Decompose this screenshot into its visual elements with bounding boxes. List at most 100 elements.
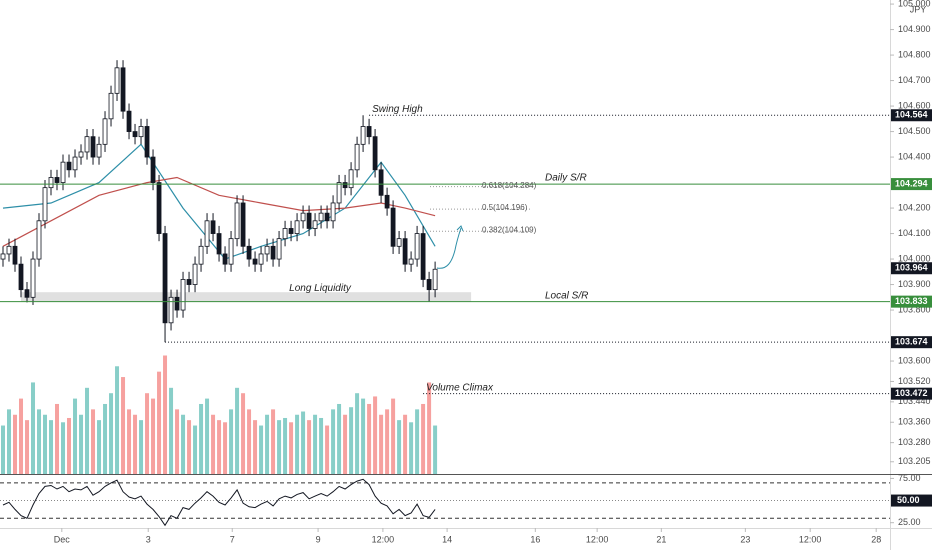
y-tick-label: 104.800 — [898, 49, 931, 59]
candle-body — [84, 136, 90, 153]
candle-body — [360, 126, 366, 145]
x-tick-label: 9 — [316, 534, 321, 544]
candle-body — [132, 131, 138, 138]
volume-bar — [229, 409, 234, 474]
candle-body — [174, 296, 180, 311]
rsi-label-box — [891, 494, 932, 507]
zone-label: Long Liquidity — [289, 283, 352, 294]
volume-bar — [277, 420, 282, 474]
candle-body — [258, 253, 264, 265]
candle-body — [204, 220, 210, 247]
volume-bar — [55, 403, 60, 474]
candle-body — [336, 182, 342, 204]
x-tick-label: 7 — [230, 534, 235, 544]
volume-bar — [133, 414, 138, 474]
volume-bar — [79, 414, 84, 474]
volume-bar — [241, 393, 246, 474]
y-tick-label: 103.800 — [898, 304, 931, 314]
candle-body — [66, 161, 72, 171]
candle-body — [276, 238, 282, 260]
volume-bar — [157, 371, 162, 474]
candle-body — [282, 228, 288, 240]
x-tick-label: 14 — [442, 534, 452, 544]
price-label: 104.564 — [895, 110, 928, 120]
volume-bar — [19, 398, 24, 474]
y-tick-label: 104.900 — [898, 24, 931, 34]
volume-bar — [145, 393, 150, 474]
x-tick-label: 23 — [740, 534, 750, 544]
volume-bar — [31, 382, 36, 474]
candle-body — [264, 245, 270, 255]
volume-bar — [427, 382, 432, 474]
volume-bar — [289, 422, 294, 474]
y-tick-label: 104.400 — [898, 151, 931, 161]
price-label: 104.294 — [895, 178, 928, 188]
price-label: 103.472 — [895, 388, 928, 398]
candle-body — [186, 279, 192, 285]
volume-bar — [115, 366, 120, 474]
candle-body — [12, 245, 18, 265]
candle-body — [294, 220, 300, 234]
candle-body — [420, 233, 426, 280]
candle-body — [42, 187, 48, 222]
candle-body — [150, 156, 156, 183]
liquidity-zone — [21, 292, 472, 302]
candle-body — [54, 177, 60, 183]
y-tick-label: 104.700 — [898, 75, 931, 85]
candle-body — [348, 169, 354, 189]
volume-bar — [391, 398, 396, 474]
volume-bar — [73, 398, 78, 474]
candle-body — [6, 245, 12, 255]
volume-bar — [199, 403, 204, 474]
volume-bar — [283, 417, 288, 474]
fib-label: 0.382(104.109) — [482, 225, 537, 234]
candle-body — [72, 156, 78, 171]
candle-body — [210, 220, 216, 234]
y-tick-label: 103.280 — [898, 437, 931, 447]
x-tick-label: Dec — [54, 534, 71, 544]
volume-bar — [301, 411, 306, 474]
x-tick-label: 3 — [146, 534, 151, 544]
price-label: 103.674 — [895, 337, 928, 347]
candle-body — [30, 258, 36, 298]
candle-body — [366, 126, 372, 138]
rsi-label: 50.00 — [897, 495, 920, 505]
rsi-tick-label: 75.00 — [898, 473, 921, 483]
y-tick-label: 103.900 — [898, 279, 931, 289]
candle-body — [318, 212, 324, 222]
fib-label: 0.5(104.196) — [482, 203, 528, 212]
candle-body — [144, 126, 150, 158]
volume-bar — [1, 425, 6, 474]
volume-bar — [85, 387, 90, 474]
x-tick-label: 12:00 — [586, 534, 609, 544]
volume-bar — [385, 409, 390, 474]
volume-bar — [121, 377, 126, 474]
volume-bar — [211, 414, 216, 474]
volume-bar — [397, 420, 402, 474]
level-name: Local S/R — [545, 290, 588, 301]
candle-body — [78, 151, 84, 158]
volume-bar — [187, 420, 192, 474]
volume-bar — [361, 398, 366, 474]
x-tick-label: 16 — [530, 534, 540, 544]
candle-body — [384, 194, 390, 209]
candle-body — [306, 212, 312, 229]
volume-bar — [295, 414, 300, 474]
candle-body — [168, 296, 174, 324]
volume-bar — [67, 417, 72, 474]
candle-body — [426, 279, 432, 291]
candle-body — [246, 245, 252, 260]
y-tick-label: 103.440 — [898, 396, 931, 406]
volume-bar — [247, 409, 252, 474]
projection-arrow — [436, 227, 462, 269]
candle-body — [390, 207, 396, 247]
volume-bar — [13, 414, 18, 474]
candle-body — [0, 253, 6, 260]
candle-body — [228, 238, 234, 265]
volume-bar — [259, 425, 264, 474]
candle-body — [108, 92, 114, 120]
